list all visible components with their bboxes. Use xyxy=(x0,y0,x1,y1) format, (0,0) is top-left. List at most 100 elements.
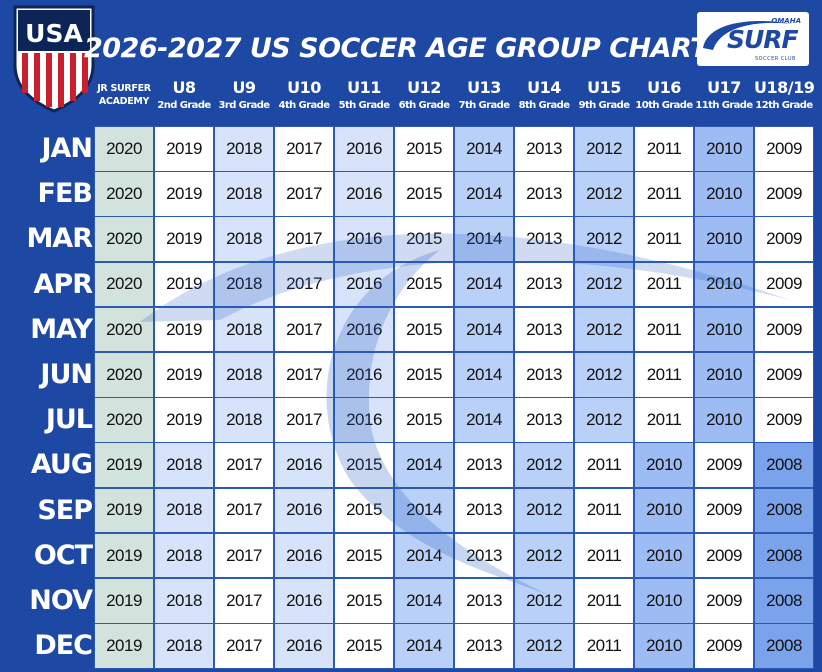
column-header-grade: 6th Grade xyxy=(398,100,450,111)
year-cell: 2014 xyxy=(394,578,454,624)
month-label: MAR xyxy=(26,223,93,255)
year-cell: 2012 xyxy=(574,352,634,398)
year-cell: 2019 xyxy=(154,126,214,172)
year-cell: 2008 xyxy=(754,487,814,534)
month-label: NOV xyxy=(29,585,93,616)
month-label: DEC xyxy=(34,630,93,662)
month-label: APR xyxy=(33,268,93,300)
year-cell: 2018 xyxy=(214,352,274,398)
year-cell: 2019 xyxy=(94,442,154,489)
year-cell: 2019 xyxy=(154,352,214,398)
year-cell: 2016 xyxy=(334,397,394,443)
logo-sub-text: SOCCER CLUB xyxy=(755,56,796,62)
year-cell: 2016 xyxy=(274,578,334,624)
year-cell: 2017 xyxy=(274,126,334,172)
page-title: 2026-2027 US SOCCER AGE GROUP CHART xyxy=(83,32,709,64)
year-cell: 2017 xyxy=(274,216,334,263)
year-cell: 2009 xyxy=(694,487,754,534)
column-header-grade: 12th Grade xyxy=(755,100,813,111)
month-label: JAN xyxy=(41,133,93,164)
month-label: MAY xyxy=(30,313,93,345)
column-header-age: U14 xyxy=(527,78,561,97)
year-cell: 2019 xyxy=(94,487,154,534)
surf-logo: OMAHA SURF SOCCER CLUB xyxy=(697,12,809,66)
year-cell: 2017 xyxy=(214,578,274,624)
year-cell: 2019 xyxy=(154,216,214,263)
column-header-grade: 5th Grade xyxy=(338,100,390,111)
column-header: U8 2nd Grade xyxy=(154,77,214,123)
column-header: U14 8th Grade xyxy=(514,77,574,123)
year-cell: 2012 xyxy=(574,306,634,353)
year-cell: 2011 xyxy=(634,261,694,308)
logo-word: SURF xyxy=(727,25,799,54)
year-cell: 2008 xyxy=(754,532,814,579)
year-cell: 2013 xyxy=(454,578,514,624)
year-cell: 2013 xyxy=(514,171,574,217)
year-cell: 2010 xyxy=(694,352,754,398)
year-cell: 2013 xyxy=(514,352,574,398)
year-cell: 2009 xyxy=(754,352,814,398)
column-header-age: U11 xyxy=(347,78,381,97)
year-cell: 2019 xyxy=(154,397,214,443)
year-cell: 2008 xyxy=(754,442,814,489)
year-cell: 2018 xyxy=(154,442,214,489)
year-cell: 2011 xyxy=(634,126,694,172)
year-cell: 2014 xyxy=(394,487,454,534)
year-cell: 2012 xyxy=(574,126,634,172)
column-header: U9 3rd Grade xyxy=(214,77,274,123)
year-cell: 2011 xyxy=(634,216,694,263)
year-cell: 2013 xyxy=(514,126,574,172)
year-cell: 2011 xyxy=(574,623,634,669)
year-cell: 2018 xyxy=(154,623,214,669)
year-cell: 2015 xyxy=(394,397,454,443)
year-cell: 2009 xyxy=(754,171,814,217)
year-cell: 2017 xyxy=(274,261,334,308)
column-header-grade: 3rd Grade xyxy=(218,100,271,111)
column-header: U13 7th Grade xyxy=(454,77,514,123)
month-label: OCT xyxy=(33,539,93,571)
year-cell: 2015 xyxy=(394,171,454,217)
year-cell: 2012 xyxy=(514,532,574,579)
column-header-grade: 9th Grade xyxy=(578,100,630,111)
year-cell: 2010 xyxy=(634,442,694,489)
year-cell: 2019 xyxy=(154,261,214,308)
year-cell: 2018 xyxy=(154,578,214,624)
year-cell: 2012 xyxy=(514,442,574,489)
year-cell: 2013 xyxy=(454,487,514,534)
year-cell: 2012 xyxy=(574,216,634,263)
year-cell: 2015 xyxy=(334,623,394,669)
year-cell: 2010 xyxy=(634,623,694,669)
column-header: U15 9th Grade xyxy=(574,77,634,123)
month-label: JUN xyxy=(40,359,93,390)
year-cell: 2011 xyxy=(574,442,634,489)
year-cell: 2010 xyxy=(694,171,754,217)
column-header-age: JR SURFER xyxy=(97,83,151,94)
year-cell: 2013 xyxy=(514,306,574,353)
year-cell: 2017 xyxy=(214,442,274,489)
column-header: U12 6th Grade xyxy=(394,77,454,123)
year-cell: 2018 xyxy=(214,397,274,443)
year-cell: 2020 xyxy=(94,352,154,398)
year-cell: 2010 xyxy=(694,126,754,172)
year-cell: 2014 xyxy=(454,171,514,217)
year-cell: 2012 xyxy=(574,397,634,443)
year-cell: 2017 xyxy=(274,397,334,443)
column-header-age: U9 xyxy=(232,78,256,97)
year-cell: 2010 xyxy=(634,487,694,534)
year-cell: 2008 xyxy=(754,578,814,624)
year-cell: 2015 xyxy=(394,216,454,263)
year-cell: 2016 xyxy=(274,623,334,669)
column-header-jr: JR SURFER ACADEMY xyxy=(94,82,154,108)
column-header-age: U18/19 xyxy=(754,78,815,97)
column-header: U18/19 12th Grade xyxy=(754,77,815,123)
year-cell: 2014 xyxy=(454,126,514,172)
column-header-grade: 11th Grade xyxy=(695,100,753,111)
year-cell: 2010 xyxy=(634,532,694,579)
year-cell: 2011 xyxy=(634,352,694,398)
year-cell: 2014 xyxy=(454,306,514,353)
column-header-grade: 2nd Grade xyxy=(157,100,211,111)
year-cell: 2014 xyxy=(454,216,514,263)
year-cell: 2019 xyxy=(94,623,154,669)
year-cell: 2011 xyxy=(634,306,694,353)
